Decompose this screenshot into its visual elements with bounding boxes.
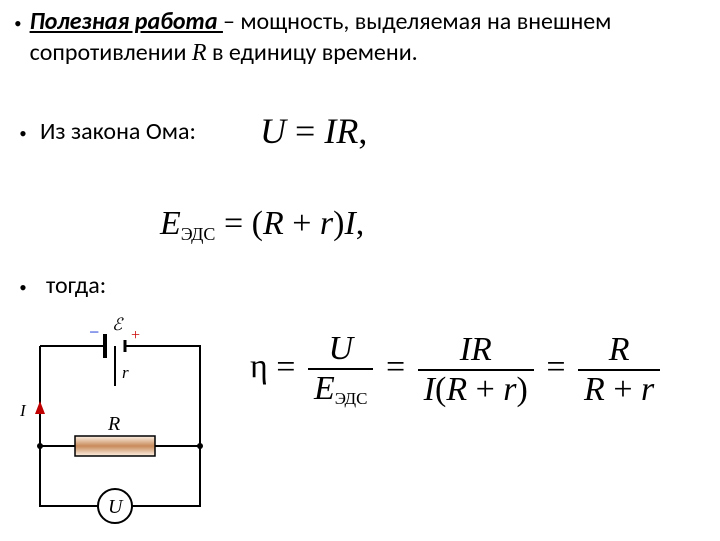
close: ) — [333, 205, 344, 242]
bullet-marker: • — [6, 116, 40, 149]
num: R — [578, 331, 660, 369]
var-E: E — [160, 205, 181, 242]
formula-efficiency: η = U EЭДС = IR I(R + r) = R R + r — [250, 330, 664, 409]
fraction-1: U EЭДС — [308, 330, 374, 409]
num: U — [308, 330, 374, 368]
den: I(R + r) — [418, 369, 534, 409]
bullet-marker: • — [6, 270, 40, 303]
formula-emf: EЭДС = (R + r)I, — [160, 205, 364, 245]
comma: , — [358, 111, 367, 151]
var-R: R — [263, 205, 284, 242]
label-emf: ℰ — [112, 316, 124, 334]
resistor-icon — [75, 436, 155, 456]
sub-eds: ЭДС — [181, 224, 216, 244]
bullet-marker: • — [6, 6, 30, 39]
num: IR — [418, 331, 534, 369]
fraction-3: R R + r — [578, 331, 660, 409]
bullet-2-text: Из закона Ома: — [40, 116, 196, 147]
label-r-internal: r — [122, 363, 129, 382]
bullet-1-text: Полезная работа – мощность, выделяемая н… — [30, 6, 706, 69]
variable-R: R — [192, 40, 207, 66]
eq: = — [286, 111, 324, 151]
bullet-3-text: тогда: — [40, 270, 106, 301]
eq: = — [546, 348, 574, 385]
var-R: R — [336, 111, 358, 151]
bullet-3: • тогда: — [6, 270, 706, 303]
var-U: U — [260, 111, 286, 151]
fraction-2: IR I(R + r) — [418, 331, 534, 409]
label-plus: + — [130, 327, 141, 344]
var-r: r — [320, 205, 333, 242]
formula-ohm: U = IR, — [260, 110, 367, 152]
current-arrow-icon — [35, 401, 45, 414]
eq-open: = ( — [215, 205, 263, 242]
var-I: I — [324, 111, 336, 151]
comma: , — [356, 205, 365, 242]
label-U: U — [108, 496, 124, 518]
den: R + r — [578, 369, 660, 409]
eq: = — [386, 348, 414, 385]
text: в единицу времени. — [207, 38, 418, 67]
bullet-1: • Полезная работа – мощность, выделяемая… — [6, 6, 706, 69]
var-eta: η — [250, 348, 268, 385]
var-I: I — [344, 205, 355, 242]
label-R: R — [107, 413, 120, 435]
label-I: I — [19, 401, 27, 420]
plus: + — [284, 205, 320, 242]
term-useful-work: Полезная работа — [30, 7, 223, 36]
eq: = — [268, 348, 304, 385]
circuit-diagram: ℰ − + r I R U — [10, 316, 220, 536]
label-minus: − — [88, 322, 100, 342]
den: EЭДС — [308, 368, 374, 409]
